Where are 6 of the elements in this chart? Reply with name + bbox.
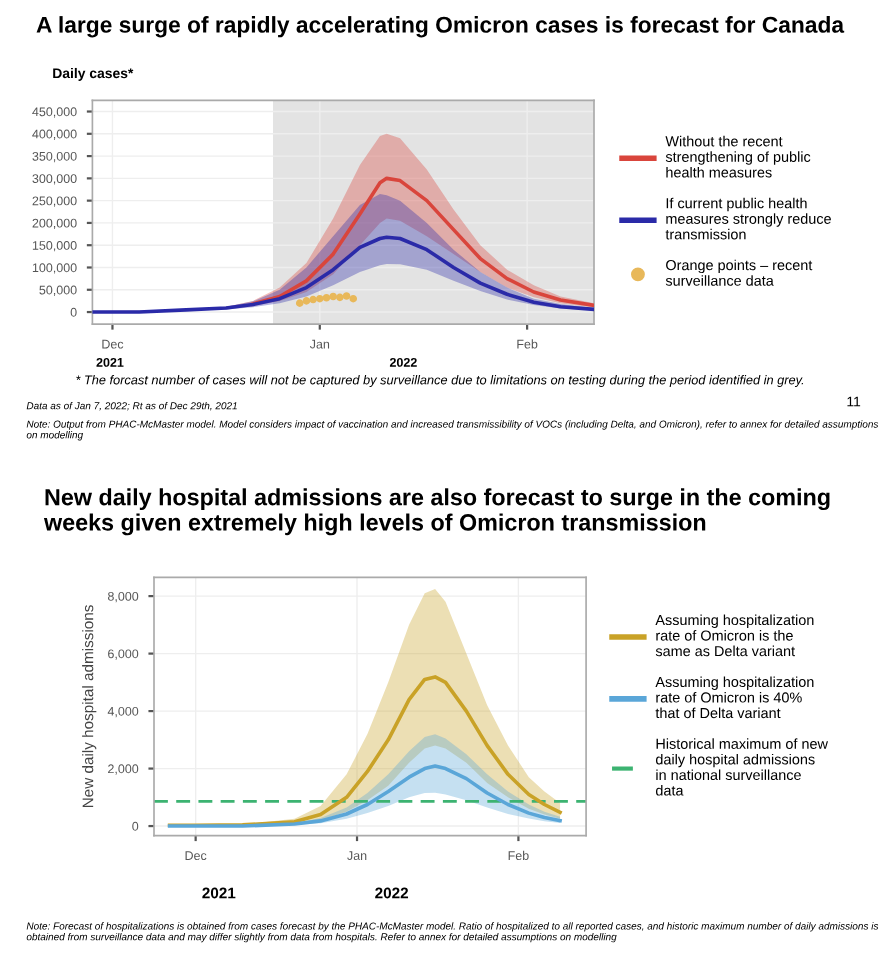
chart-title: New daily hospital admissions are also forecast to surge in the coming weeks given extremely high levels of Omicron transmission [43, 488, 830, 536]
chart-title: A large surge of rapidly accelerating Omicron cases is forecast for Canada [36, 16, 845, 38]
line-series [167, 675, 562, 828]
line-series [92, 235, 594, 314]
line-series [251, 176, 594, 308]
line-series [167, 764, 562, 828]
